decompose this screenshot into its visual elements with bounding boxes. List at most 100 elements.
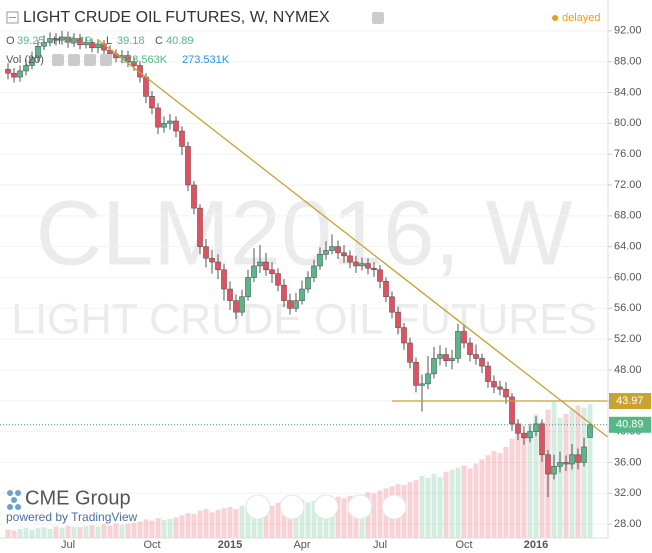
candle-body [263,261,269,271]
volume-bar [587,404,593,538]
volume-bar [269,505,275,538]
zoom-out-button[interactable] [279,494,305,520]
zoom-in-button[interactable] [347,494,373,520]
volume-bar [83,525,89,538]
y-tick-label: 84.00 [614,86,642,98]
candle-body [71,38,77,43]
candle-body [95,43,101,49]
candle-body [497,386,503,390]
volume-bar [143,519,149,538]
volume-bar [89,525,95,538]
volume-bar [245,504,251,538]
volume-bar [65,525,71,538]
volume-bar [281,500,287,538]
volume-bar [323,501,329,538]
candle-body [377,269,383,282]
volume-bar [41,527,47,538]
hline-price-label: 43.97 [616,395,644,407]
y-tick-label: 28.00 [614,518,642,530]
powered-by[interactable]: powered by TradingView [6,510,138,524]
settings-icon[interactable] [372,12,384,24]
main-layer [0,30,609,498]
candle-body [29,57,35,66]
scroll-right-button[interactable] [381,494,407,520]
volume-bar [413,480,419,538]
volume-bar [131,523,137,538]
volume-bar [461,465,467,538]
candle-body [455,331,461,359]
ohlc-c: C [155,35,163,47]
volume-bar [299,499,305,538]
volume-title: Vol (20) [6,54,44,66]
candle-body [257,261,263,267]
volume-settings-icon[interactable] [68,54,80,66]
candle-body [221,269,227,290]
candle-body [587,424,593,438]
y-tick-label: 92.00 [614,25,642,37]
volume-bar [491,451,497,538]
volume-more-icon[interactable] [100,54,112,66]
volume-eye-icon[interactable] [52,54,64,66]
scroll-left-button[interactable] [245,494,271,520]
volume-bar [443,471,449,538]
candle-body [275,273,281,286]
y-tick-label: 52.00 [614,333,642,345]
candle-body [77,38,83,46]
candle-body [539,423,545,456]
ohlc-l: L [106,35,112,47]
volume-bar [77,527,83,538]
candle-body [191,184,197,209]
volume-bar [497,453,503,538]
ohlc-o: O [6,35,15,47]
candle-body [149,96,155,109]
candle-body [155,107,161,128]
candle-body [425,373,431,385]
candle-body [209,257,215,263]
y-tick-label: 72.00 [614,179,642,191]
candle-body [473,354,479,359]
volume-bar [485,455,491,538]
candle-body [227,288,233,301]
candle-body [161,123,167,128]
candle-body [245,277,251,298]
candle-body [311,265,317,278]
y-tick-label: 68.00 [614,210,642,222]
reset-button[interactable] [313,494,339,520]
y-tick-label: 48.00 [614,364,642,376]
volume-bar [521,434,527,538]
volume-bar [251,506,257,538]
candle-body [251,265,257,278]
candle-body [395,311,401,328]
candle-body [431,358,437,375]
collapse-icon[interactable] [6,11,19,24]
candle-body [467,342,473,355]
volume-bar [215,509,221,538]
volume-bar [503,446,509,538]
y-tick-label: 76.00 [614,148,642,160]
volume-bar [239,505,245,538]
candle-body [5,69,11,74]
volume-bar [347,495,353,538]
volume-bar [173,517,179,538]
candle-body [41,42,47,47]
candle-body [419,383,425,386]
volume-bar [575,405,581,538]
volume-bar [125,523,131,538]
volume-bar [581,407,587,538]
volume-bar [419,475,425,538]
ohlc-open: 39.25 [17,35,45,47]
volume-close-icon[interactable] [84,54,96,66]
volume-bar [101,524,107,538]
volume-bar [293,501,299,538]
x-tick-label: Oct [455,539,472,551]
candle-body [215,261,221,271]
zoom-buttons [245,494,407,520]
candle-body [185,146,191,186]
volume-bar [227,506,233,538]
watermark-subtitle: LIGHT CRUDE OIL FUTURES [11,295,596,343]
candle-body [89,42,95,49]
x-tick-label: 2015 [218,539,242,551]
volume-bar [455,467,461,538]
candle-body [509,396,515,425]
